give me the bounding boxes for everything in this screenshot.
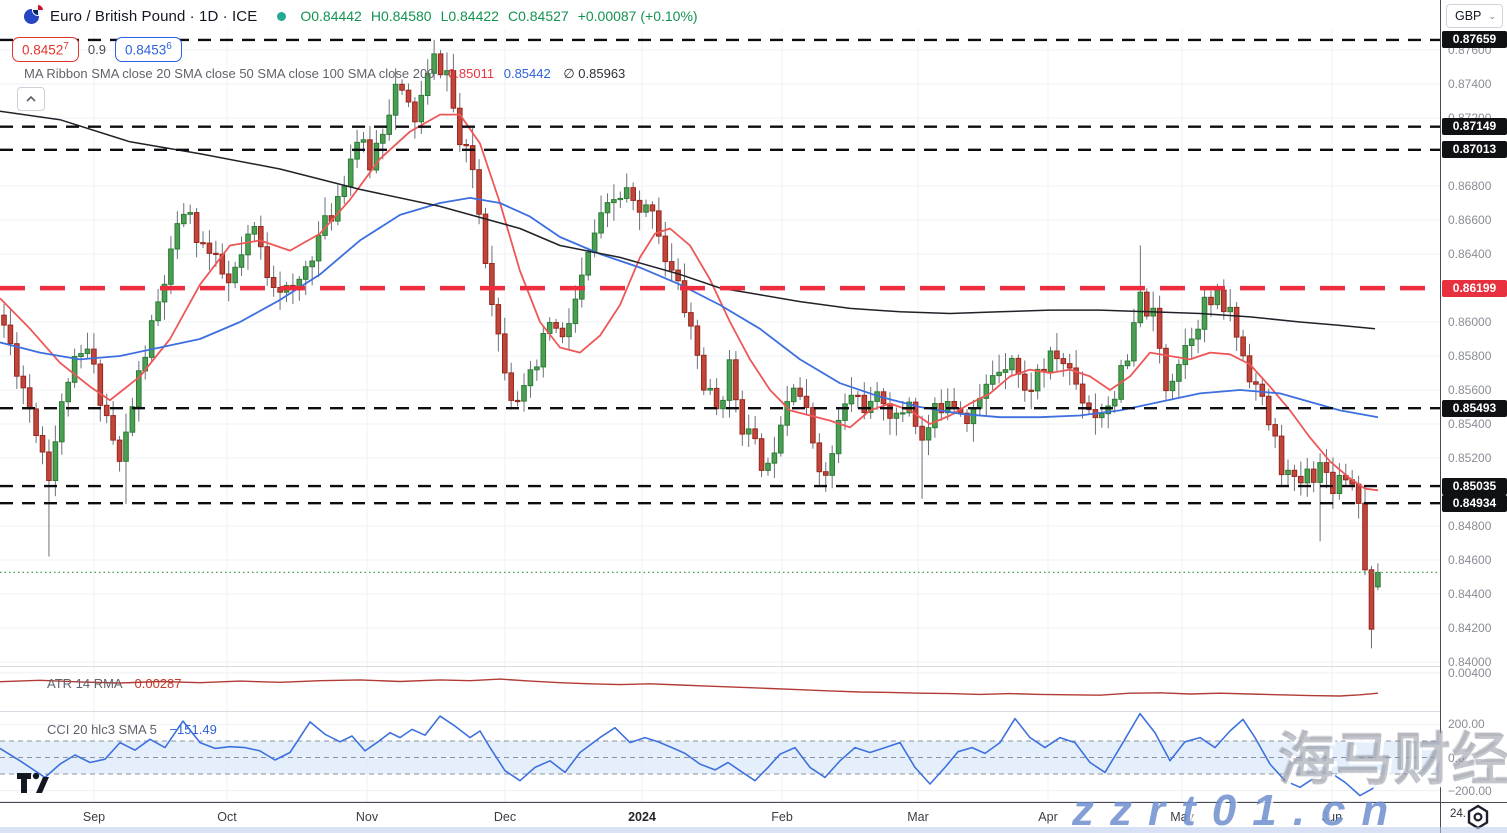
level-label-0.87013: 0.87013	[1442, 141, 1507, 158]
watermark-chinese: 海马财经	[1278, 728, 1507, 792]
cci-y-tick-1: 0.00	[1448, 751, 1472, 765]
chevron-down-icon: ⌄	[1488, 10, 1496, 21]
ma-ribbon-label: MA Ribbon SMA close 20 SMA close 50 SMA …	[24, 66, 435, 81]
y-tick-0.86600: 0.86600	[1448, 213, 1492, 227]
x-label-Jun: Jun	[1321, 810, 1343, 824]
atr-y-tick: 0.00400	[1448, 666, 1492, 680]
y-tick-0.84800: 0.84800	[1448, 519, 1492, 533]
ma-ribbon-value-avg: ∅ 0.85963	[563, 66, 626, 81]
x-label-May: May	[1170, 810, 1194, 824]
tradingview-logo[interactable]	[16, 772, 50, 796]
change-value: +0.00087 (+0.10%)	[577, 8, 698, 24]
x-label-Nov: Nov	[355, 810, 379, 824]
x-label-Apr: Apr	[1038, 810, 1058, 824]
x-label-Dec: Dec	[493, 810, 517, 824]
y-tick-0.84400: 0.84400	[1448, 587, 1492, 601]
level-label-0.85035: 0.85035	[1442, 478, 1507, 495]
atr-label: ATR 14 RMA	[47, 676, 122, 691]
x-label-Feb: Feb	[771, 810, 793, 824]
axis-border	[1441, 802, 1507, 803]
atr-indicator-legend[interactable]: ATR 14 RMA 0.00287	[47, 676, 182, 691]
y-tick-0.84600: 0.84600	[1448, 553, 1492, 567]
close-value: C0.84527	[507, 8, 569, 24]
currency-dropdown[interactable]: GBP ⌄	[1446, 4, 1503, 28]
y-tick-0.87400: 0.87400	[1448, 77, 1492, 91]
ma-ribbon-legend[interactable]: MA Ribbon SMA close 20 SMA close 50 SMA …	[24, 66, 625, 82]
ma-ribbon-value-blue: 0.85442	[503, 66, 551, 81]
cci-y-tick-2: −200.00	[1448, 784, 1492, 798]
y-tick-0.85600: 0.85600	[1448, 383, 1492, 397]
cci-value: −151.49	[169, 722, 217, 737]
market-open-dot-icon	[277, 11, 287, 21]
y-tick-0.85200: 0.85200	[1448, 451, 1492, 465]
ma-ribbon-value-red: 0.85011	[448, 66, 495, 81]
axis-corner-text: 24.	[1450, 808, 1466, 820]
y-tick-0.84000: 0.84000	[1448, 655, 1492, 669]
y-tick-0.84200: 0.84200	[1448, 621, 1492, 635]
y-tick-0.85800: 0.85800	[1448, 349, 1492, 363]
level-label-0.86199: 0.86199	[1442, 280, 1507, 297]
level-label-0.84934: 0.84934	[1442, 495, 1507, 512]
y-tick-0.86400: 0.86400	[1448, 247, 1492, 261]
atr-value: 0.00287	[134, 676, 182, 691]
y-tick-0.85400: 0.85400	[1448, 417, 1492, 431]
watermark-url: zzrt01.cn	[1072, 786, 1405, 833]
ask-price-button[interactable]: 0.84536	[114, 37, 182, 62]
x-label-Mar: Mar	[907, 810, 929, 824]
bid-ask-row: 0.84527 0.9 0.84536	[12, 37, 182, 62]
currency-pair-flag-icon	[24, 5, 43, 25]
y-tick-0.86000: 0.86000	[1448, 315, 1492, 329]
collapse-indicators-button[interactable]	[17, 87, 45, 111]
low-value: L0.84422	[440, 8, 499, 24]
x-label-Oct: Oct	[217, 810, 237, 824]
spread-value: 0.9	[87, 42, 106, 57]
cci-indicator-legend[interactable]: CCI 20 hlc3 SMA 5 −151.49	[47, 722, 217, 737]
symbol-title[interactable]: Euro / British Pound · 1D · ICE	[50, 7, 258, 25]
level-label-0.85493: 0.85493	[1442, 400, 1507, 417]
x-label-Sep: Sep	[82, 810, 106, 824]
level-label-0.87659: 0.87659	[1442, 31, 1507, 48]
symbol-header-row: Euro / British Pound · 1D · ICE O0.84442…	[24, 4, 698, 28]
level-label-0.87149: 0.87149	[1442, 118, 1507, 135]
bid-price-button[interactable]: 0.84527	[12, 37, 79, 62]
open-value: O0.84442	[300, 8, 362, 24]
ohlc-values: O0.84442 H0.84580 L0.84422 C0.84527 +0.0…	[300, 8, 697, 24]
chart-canvas[interactable]	[0, 0, 1440, 833]
cci-label: CCI 20 hlc3 SMA 5	[47, 722, 157, 737]
cci-y-tick-0: 200.00	[1448, 717, 1485, 731]
bottom-edge-strip	[0, 827, 1507, 833]
high-value: H0.84580	[370, 8, 432, 24]
price-axis[interactable]: GBP ⌄ 0.876000.874000.872000.868000.8660…	[1440, 0, 1507, 833]
currency-label: GBP	[1455, 9, 1482, 23]
chevron-up-icon	[26, 96, 36, 102]
x-label-2024: 2024	[628, 810, 656, 824]
y-tick-0.86800: 0.86800	[1448, 179, 1492, 193]
